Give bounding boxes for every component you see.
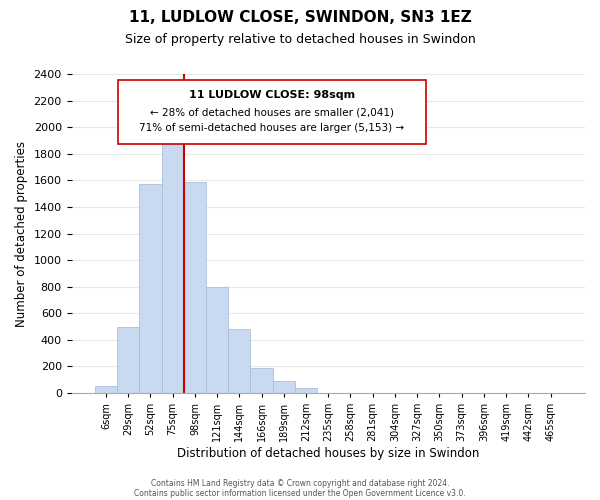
Bar <box>161 134 184 393</box>
Bar <box>228 329 250 393</box>
Text: 11 LUDLOW CLOSE: 98sqm: 11 LUDLOW CLOSE: 98sqm <box>189 90 355 100</box>
Bar <box>184 182 206 393</box>
Bar <box>95 386 117 393</box>
Bar <box>117 326 139 393</box>
Bar <box>272 381 295 393</box>
Text: Contains public sector information licensed under the Open Government Licence v3: Contains public sector information licen… <box>134 488 466 498</box>
X-axis label: Distribution of detached houses by size in Swindon: Distribution of detached houses by size … <box>177 447 479 460</box>
Text: 71% of semi-detached houses are larger (5,153) →: 71% of semi-detached houses are larger (… <box>139 124 404 134</box>
Text: Size of property relative to detached houses in Swindon: Size of property relative to detached ho… <box>125 32 475 46</box>
Text: Contains HM Land Registry data © Crown copyright and database right 2024.: Contains HM Land Registry data © Crown c… <box>151 478 449 488</box>
FancyBboxPatch shape <box>118 80 426 144</box>
Bar <box>206 286 228 393</box>
Bar <box>139 184 161 393</box>
Bar <box>250 368 272 393</box>
Bar <box>295 388 317 393</box>
Text: ← 28% of detached houses are smaller (2,041): ← 28% of detached houses are smaller (2,… <box>150 108 394 118</box>
Y-axis label: Number of detached properties: Number of detached properties <box>15 140 28 326</box>
Text: 11, LUDLOW CLOSE, SWINDON, SN3 1EZ: 11, LUDLOW CLOSE, SWINDON, SN3 1EZ <box>128 10 472 25</box>
